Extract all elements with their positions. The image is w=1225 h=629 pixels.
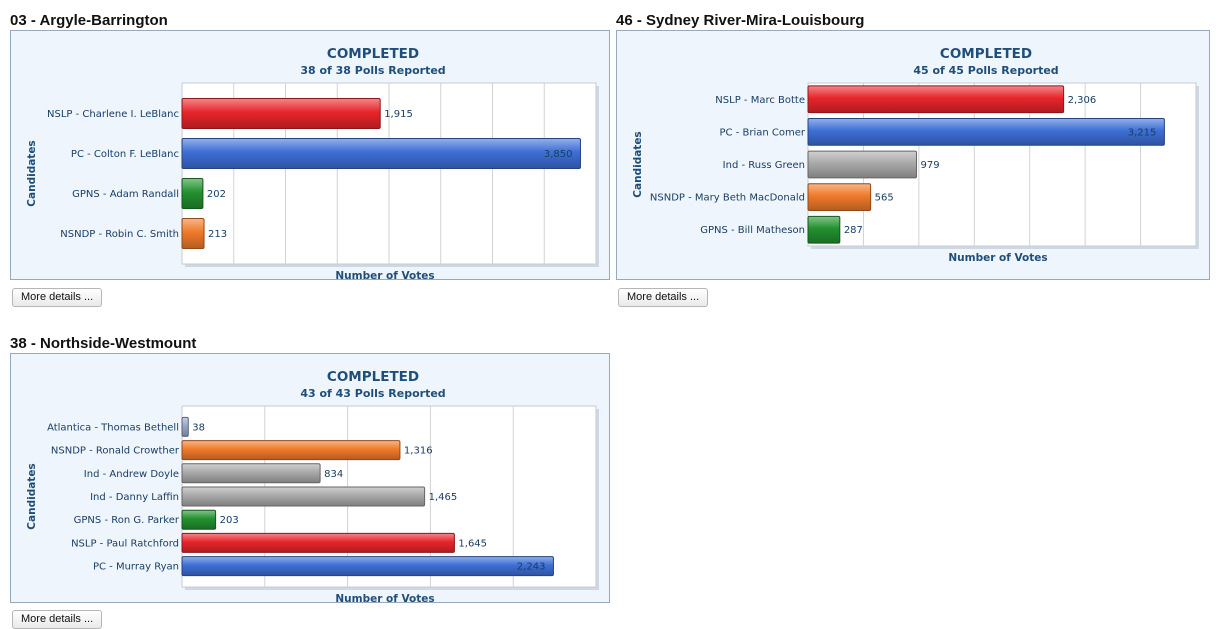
category-label: Atlantica - Thomas Bethell xyxy=(47,422,179,433)
category-label: GPNS - Adam Randall xyxy=(72,189,179,200)
category-label: Ind - Andrew Doyle xyxy=(84,469,179,480)
polls-reported: 38 of 38 Polls Reported xyxy=(300,64,445,77)
value-label: 1,316 xyxy=(404,446,433,457)
bar xyxy=(181,178,204,209)
value-label: 203 xyxy=(220,515,239,526)
district-title: 46 - Sydney River-Mira-Louisbourg xyxy=(616,12,865,29)
bar xyxy=(807,183,872,211)
value-label: 2,306 xyxy=(1068,95,1097,106)
value-label: 2,243 xyxy=(517,562,546,573)
status-title: COMPLETED xyxy=(327,369,419,385)
bar-chart: COMPLETED 45 of 45 Polls Reported NSLP - M… xyxy=(632,46,1199,264)
bar xyxy=(181,218,205,249)
value-label: 565 xyxy=(875,193,894,204)
polls-reported: 45 of 45 Polls Reported xyxy=(913,64,1058,77)
value-label: 3,215 xyxy=(1128,127,1157,138)
category-label: Ind - Danny Laffin xyxy=(90,492,179,503)
value-label: 1,915 xyxy=(384,109,413,120)
district-title: 03 - Argyle-Barrington xyxy=(10,12,168,29)
bar xyxy=(807,118,1165,146)
category-label: NSNDP - Mary Beth MacDonald xyxy=(650,193,805,204)
value-label: 1,645 xyxy=(458,538,487,549)
x-axis-title: Number of Votes xyxy=(948,252,1047,264)
bar-chart: COMPLETED 38 of 38 Polls Reported NSLP - C… xyxy=(26,46,599,282)
bar xyxy=(181,98,381,129)
bar xyxy=(181,556,554,577)
category-label: GPNS - Ron G. Parker xyxy=(74,515,180,526)
value-label: 979 xyxy=(921,160,940,171)
polls-reported: 43 of 43 Polls Reported xyxy=(300,387,445,400)
bar xyxy=(181,509,217,530)
y-axis-title: Candidates xyxy=(26,140,38,206)
chart-panel: COMPLETED 38 of 38 Polls Reported NSLP - C… xyxy=(10,30,610,282)
y-axis-title: Candidates xyxy=(26,463,38,529)
more-details-button[interactable]: More details ... xyxy=(618,288,709,307)
value-label: 3,850 xyxy=(544,149,573,160)
bar xyxy=(181,532,455,553)
value-label: 1,465 xyxy=(429,492,458,503)
x-axis-title: Number of Votes xyxy=(335,593,434,605)
bar xyxy=(807,215,841,244)
category-label: NSLP - Charlene I. LeBlanc xyxy=(47,109,179,120)
category-label: NSLP - Marc Botte xyxy=(715,95,805,106)
bar xyxy=(807,150,918,179)
bar xyxy=(181,416,189,437)
more-details-button[interactable]: More details ... xyxy=(12,288,103,307)
chart-panel: COMPLETED 43 of 43 Polls Reported Atlantic… xyxy=(10,353,610,605)
bar xyxy=(807,85,1065,114)
category-label: PC - Brian Comer xyxy=(720,127,806,138)
more-details-button[interactable]: More details ... xyxy=(12,610,103,629)
value-label: 287 xyxy=(844,225,863,236)
value-label: 38 xyxy=(192,422,205,433)
bar xyxy=(181,440,401,461)
value-label: 834 xyxy=(324,469,343,480)
category-label: PC - Colton F. LeBlanc xyxy=(71,149,179,160)
value-label: 202 xyxy=(207,189,226,200)
category-label: GPNS - Bill Matheson xyxy=(700,225,805,236)
x-axis-title: Number of Votes xyxy=(335,270,434,282)
category-label: PC - Murray Ryan xyxy=(93,562,179,573)
bar xyxy=(181,138,581,169)
value-label: 213 xyxy=(208,229,227,240)
category-label: NSLP - Paul Ratchford xyxy=(71,538,179,549)
bar-chart: COMPLETED 43 of 43 Polls Reported Atlantic… xyxy=(26,369,599,605)
status-title: COMPLETED xyxy=(940,46,1032,62)
chart-panel: COMPLETED 45 of 45 Polls Reported NSLP - M… xyxy=(616,30,1210,280)
district-title: 38 - Northside-Westmount xyxy=(10,335,197,352)
y-axis-title: Candidates xyxy=(632,131,644,197)
category-label: NSNDP - Robin C. Smith xyxy=(60,229,179,240)
category-label: Ind - Russ Green xyxy=(723,160,805,171)
bar xyxy=(181,463,321,484)
status-title: COMPLETED xyxy=(327,46,419,62)
category-label: NSNDP - Ronald Crowther xyxy=(51,446,180,457)
bar xyxy=(181,486,426,507)
